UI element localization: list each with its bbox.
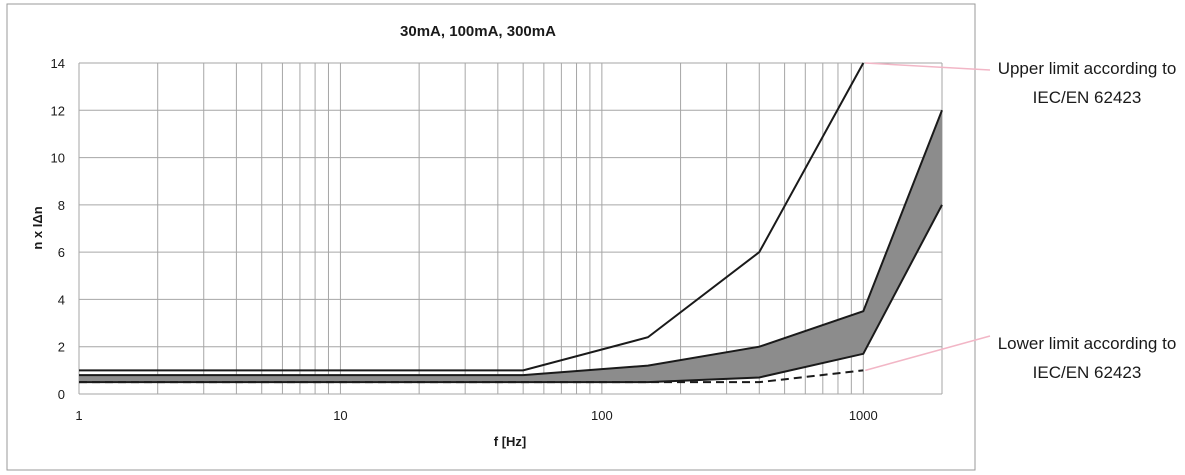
y-tick-label: 4	[58, 292, 65, 307]
lower-limit-annotation: IEC/EN 62423	[1033, 363, 1142, 382]
x-tick-label: 1000	[849, 408, 878, 423]
x-axis-label: f [Hz]	[494, 434, 527, 449]
chart-title: 30mA, 100mA, 300mA	[400, 23, 556, 40]
annotation-layer: Upper limit according to IEC/EN 62423 Lowe…	[865, 59, 1176, 382]
band-upper-line	[79, 109, 943, 377]
annotation-leader-line	[865, 62, 991, 71]
y-tick-label: 0	[58, 387, 65, 402]
chart-frame	[6, 3, 976, 471]
x-tick-label: 10	[333, 408, 347, 423]
y-tick-label: 14	[51, 56, 65, 71]
y-tick-label: 2	[58, 340, 65, 355]
y-tick-label: 12	[51, 103, 65, 118]
grid	[78, 62, 943, 395]
upper-limit-line	[79, 62, 865, 372]
upper-limit-annotation: Upper limit according to	[998, 59, 1177, 78]
series-layer	[79, 62, 865, 384]
lower-limit-line	[79, 369, 864, 384]
y-tick-label: 10	[51, 151, 65, 166]
annotation-leader-line	[865, 335, 991, 372]
y-tick-label: 8	[58, 198, 65, 213]
x-tick-label: 1	[75, 408, 82, 423]
y-tick-label: 6	[58, 245, 65, 260]
upper-limit-annotation: IEC/EN 62423	[1033, 88, 1142, 107]
lower-limit-annotation: Lower limit according to	[998, 334, 1177, 353]
x-tick-label: 100	[591, 408, 613, 423]
y-axis-label: n x IΔn	[30, 206, 45, 249]
tick-layer: 0 2 4 6 8 10 12 14 1 10 100 1000	[51, 56, 878, 423]
